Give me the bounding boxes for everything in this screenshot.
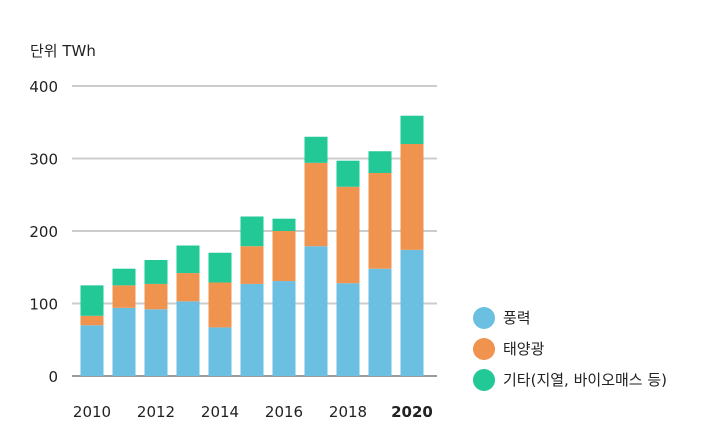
bar-2018-series-2 [336,160,360,187]
y-tick-label-0: 0 [48,368,58,386]
bar-2017-series-0 [304,246,328,376]
bar-2012-series-2 [144,260,168,284]
legend-swatch-1 [473,338,495,360]
bar-2012-series-1 [144,283,168,310]
bar-2013-series-2 [176,245,200,274]
y-tick-label-400: 400 [29,78,58,96]
bar-2013-series-1 [176,273,200,302]
bar-2011-series-0 [112,307,136,376]
x-tick-label-2016: 2016 [265,403,303,421]
unit-label: 단위 TWh [30,42,96,60]
bar-2018-series-0 [336,283,360,376]
legend-label-0: 풍력 [503,309,531,327]
bar-2010-series-2 [80,285,104,316]
bar-2014-series-1 [208,282,232,328]
bar-2017-series-1 [304,162,328,247]
x-tick-label-2018: 2018 [329,403,367,421]
bar-2018-series-1 [336,186,360,284]
bar-2012-series-0 [144,309,168,376]
x-tick-label-2012: 2012 [137,403,175,421]
bar-2016-series-2 [272,218,296,231]
legend-swatch-0 [473,307,495,329]
bars [80,115,424,376]
x-axis-tick-labels: 2010 2012 2014 2016 2018 2020 [73,403,433,421]
y-tick-label-200: 200 [29,223,58,241]
bar-2014-series-2 [208,252,232,283]
bar-2016-series-0 [272,281,296,376]
x-tick-label-2014: 2014 [201,403,239,421]
bar-2020-series-2 [400,115,424,144]
bar-2013-series-0 [176,301,200,376]
legend-label-1: 태양광 [503,340,545,358]
bar-2017-series-2 [304,136,328,163]
bar-2019-series-2 [368,151,392,173]
x-tick-label-2020: 2020 [391,403,433,421]
legend-swatch-2 [473,369,495,391]
bar-2011-series-1 [112,285,136,308]
bar-2010-series-0 [80,325,104,376]
bar-2020-series-1 [400,144,424,250]
bar-2020-series-0 [400,249,424,376]
x-tick-label-2010: 2010 [73,403,111,421]
bar-2019-series-1 [368,173,392,269]
y-axis-tick-labels: 0 100 200 300 400 [29,78,58,386]
bar-2015-series-2 [240,216,264,247]
legend-label-2: 기타(지열, 바이오매스 등) [503,371,667,389]
bar-2011-series-2 [112,268,136,286]
bar-2016-series-1 [272,231,296,282]
bar-2015-series-0 [240,283,264,376]
bar-2010-series-1 [80,315,104,326]
bar-2014-series-0 [208,327,232,376]
y-tick-label-300: 300 [29,151,58,169]
bar-2019-series-0 [368,268,392,376]
bar-2015-series-1 [240,246,264,284]
y-tick-label-100: 100 [29,296,58,314]
